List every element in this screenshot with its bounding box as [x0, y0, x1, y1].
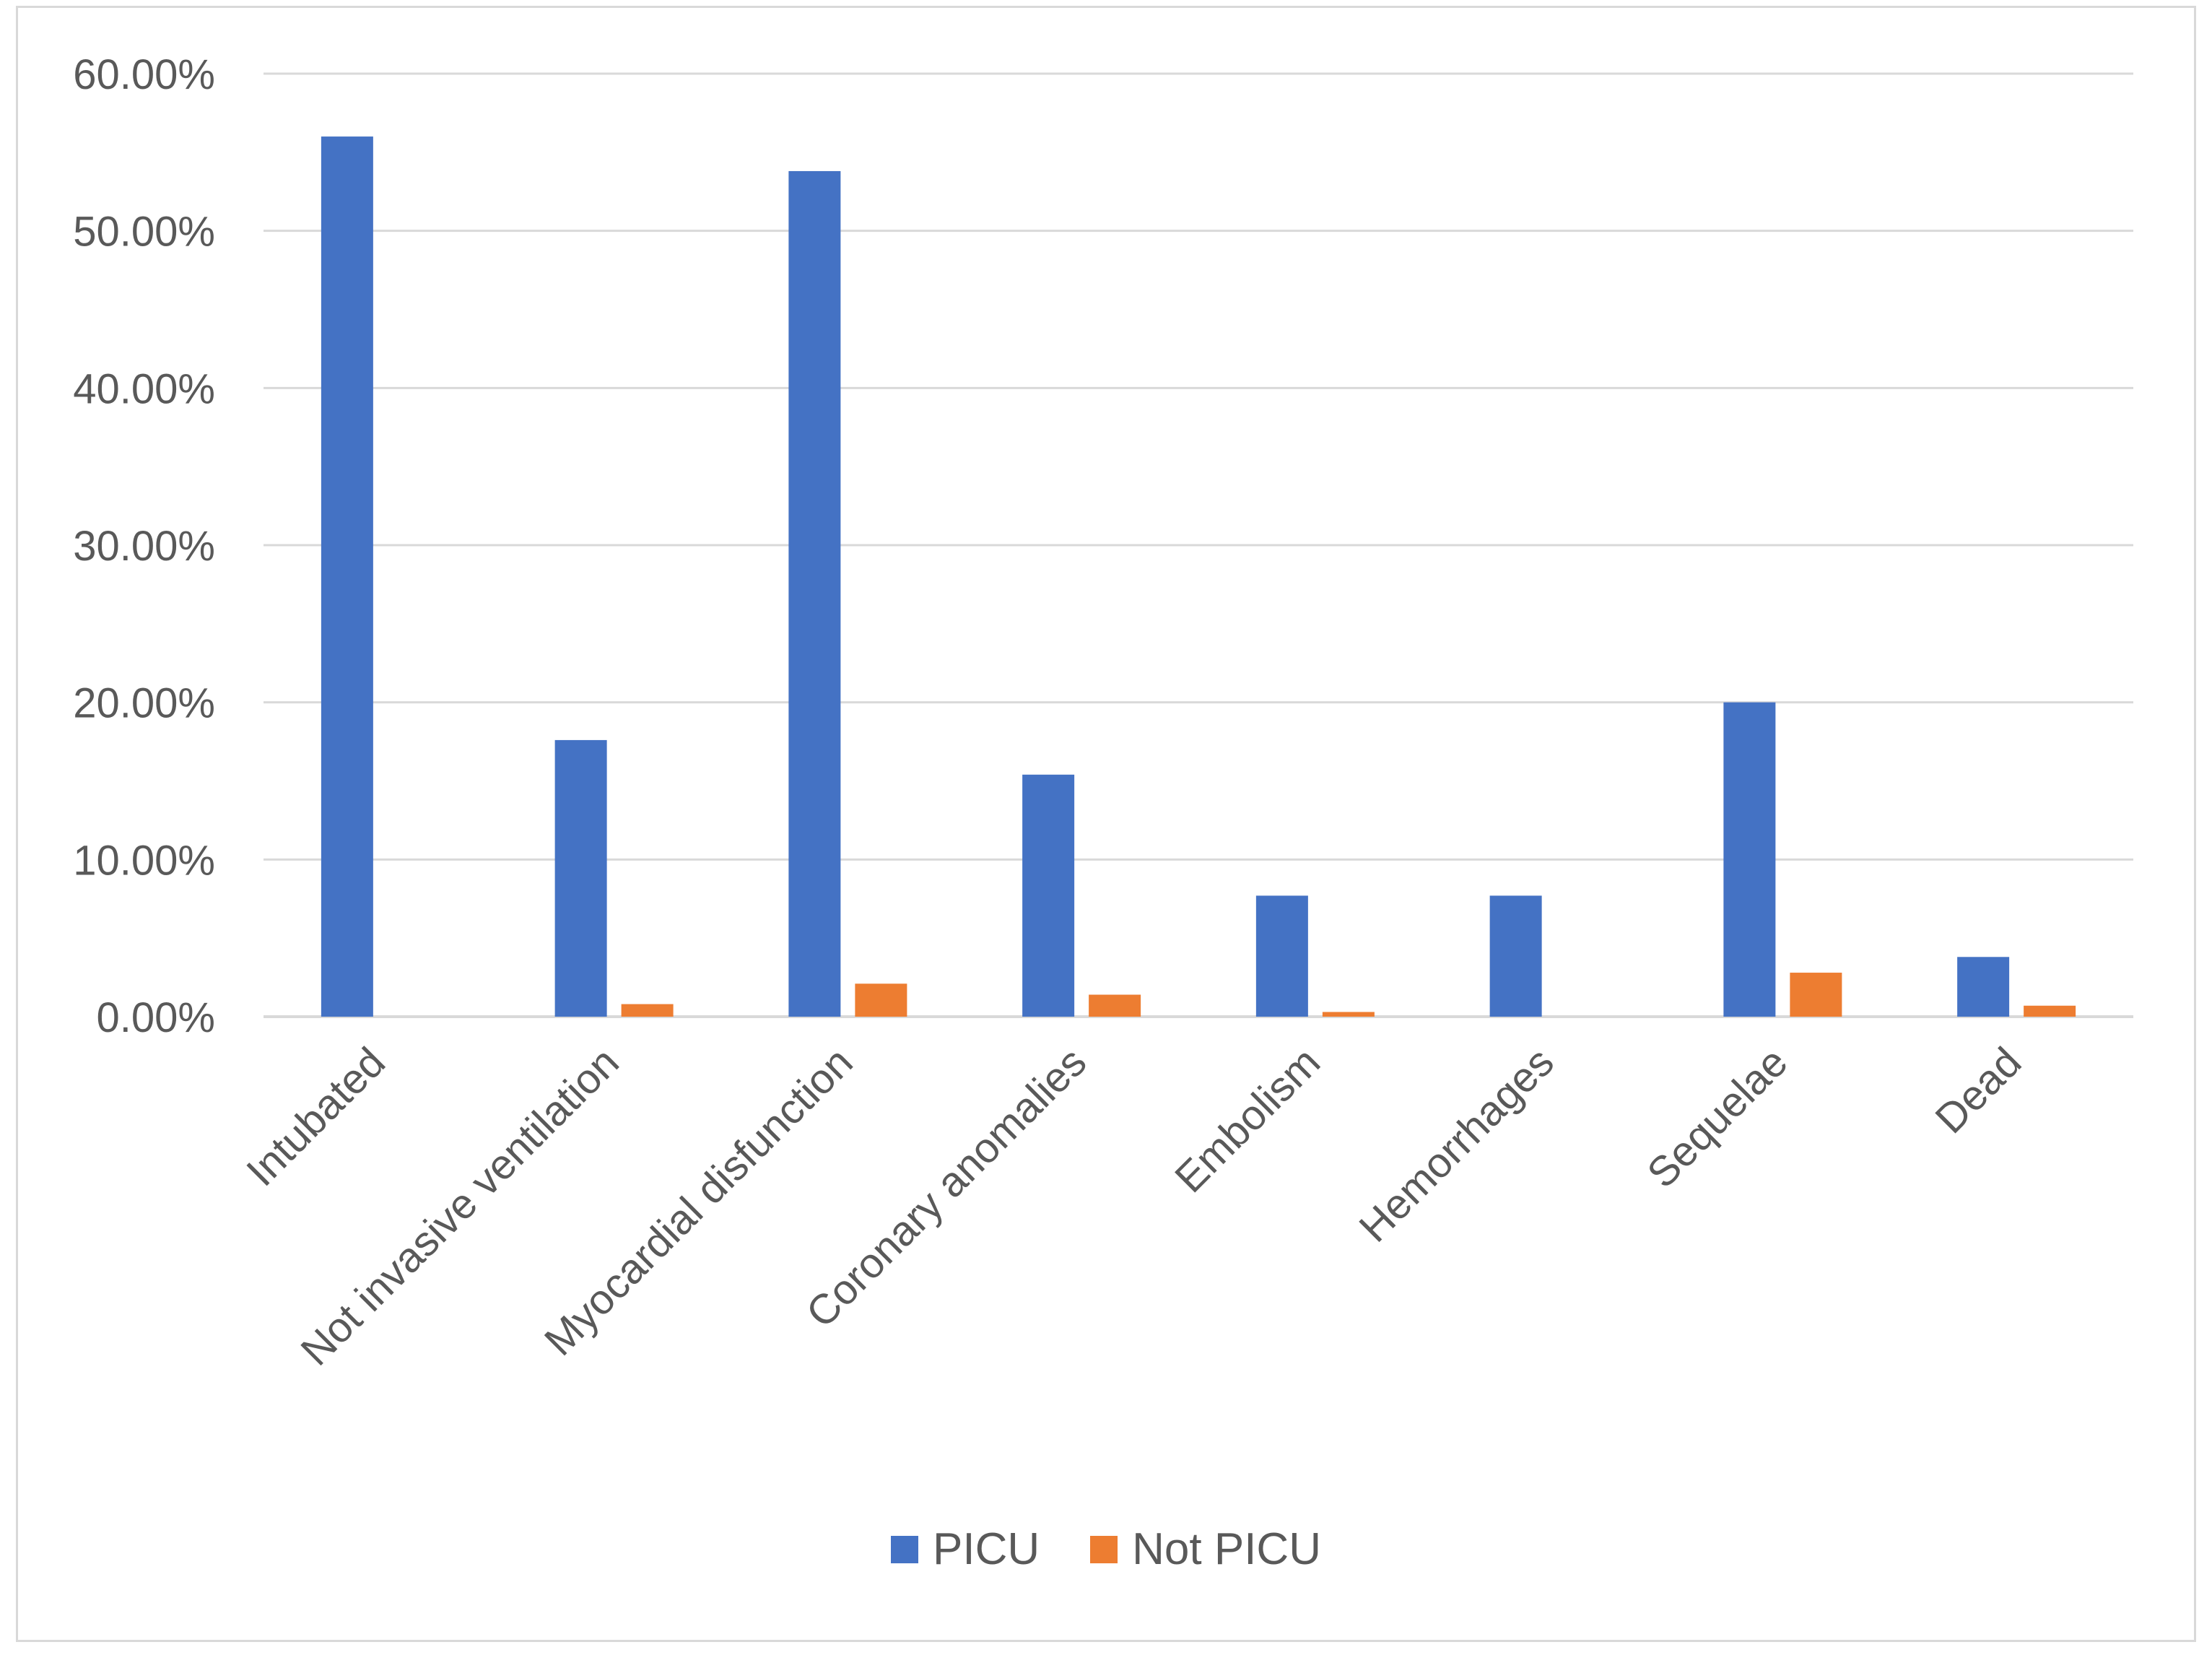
x-category-label: Dead [1926, 1038, 2030, 1142]
bar-not-picu [1089, 994, 1141, 1017]
legend-swatch [1090, 1535, 1118, 1563]
y-tick-label: 40.00% [73, 365, 215, 412]
legend-item: PICU [891, 1524, 1040, 1575]
bar-picu [1723, 702, 1776, 1017]
legend-swatch [891, 1535, 918, 1563]
bar-picu [1489, 895, 1542, 1017]
y-tick-label: 10.00% [73, 837, 215, 884]
legend-label: PICU [933, 1524, 1040, 1574]
y-tick-label: 60.00% [73, 51, 215, 98]
y-axis-ticks: 0.00% 10.00% 20.00% 30.00% 40.00% 50.00% 60.00… [73, 51, 215, 1041]
bar-not-picu [1790, 973, 1842, 1017]
gridlines [264, 72, 2133, 1018]
bar-picu [554, 739, 607, 1017]
x-category-label: Sequelae [1638, 1038, 1796, 1196]
bar-not-picu [621, 1004, 674, 1017]
chart-frame [16, 6, 2196, 1642]
legend-item: Not PICU [1090, 1524, 1321, 1575]
legend-label: Not PICU [1132, 1524, 1321, 1574]
bar-picu [1957, 957, 2010, 1017]
chart-legend: PICU Not PICU [0, 1524, 2212, 1575]
y-tick-label: 0.00% [97, 994, 215, 1041]
y-tick-label: 20.00% [73, 680, 215, 727]
bar-not-picu [855, 983, 907, 1017]
bar-picu [788, 170, 841, 1017]
x-category-label: Embolism [1166, 1038, 1329, 1202]
bar-picu [1022, 774, 1075, 1017]
x-category-label: Hemorrhages [1350, 1038, 1562, 1251]
bar-not-picu [2024, 1005, 2076, 1017]
x-category-label: Intubated [238, 1038, 394, 1195]
bar-not-picu [1322, 1012, 1375, 1017]
bar-picu [1255, 895, 1308, 1017]
bars [321, 136, 2076, 1017]
y-tick-label: 50.00% [73, 209, 215, 256]
y-tick-label: 30.00% [73, 523, 215, 570]
bar-picu [321, 136, 373, 1017]
